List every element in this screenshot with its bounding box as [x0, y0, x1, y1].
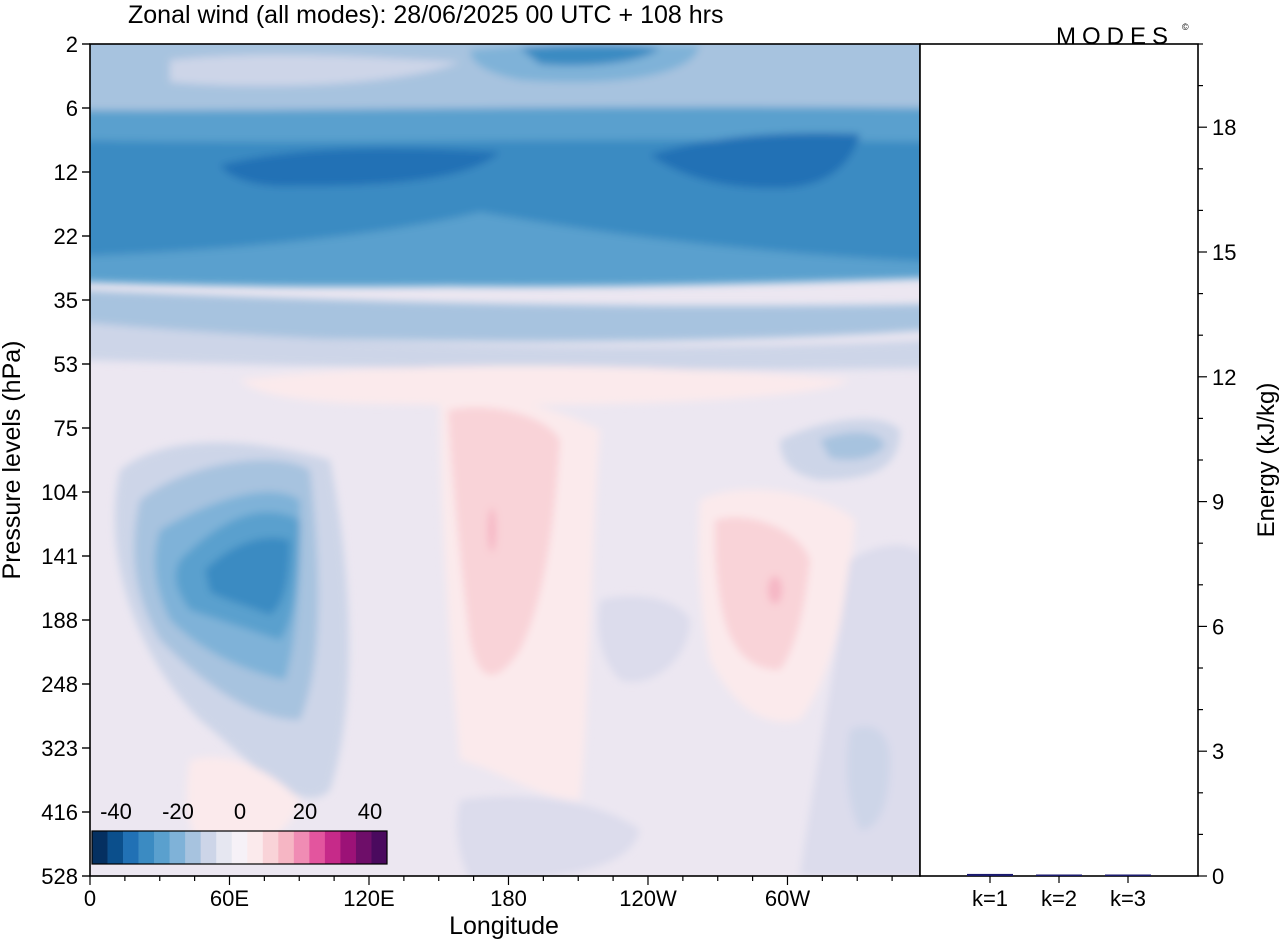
- pressure-tick-label: 53: [54, 352, 78, 377]
- energy-tick-label: 12: [1212, 365, 1236, 390]
- energy-tick-label: 0: [1212, 864, 1224, 889]
- colorbar-swatch: [92, 831, 108, 864]
- colorbar-label-3: 0: [234, 799, 246, 824]
- mode-tick-label: k=1: [972, 886, 1008, 911]
- longitude-tick-label: 180: [490, 886, 527, 911]
- colorbar-swatch: [324, 831, 341, 864]
- heatmap-panel: -40 -20 0 20 40 261222355375104141188248…: [0, 32, 921, 940]
- energy-tick-label: 6: [1212, 614, 1224, 639]
- pressure-tick-label: 248: [41, 672, 78, 697]
- colorbar-swatch: [309, 831, 326, 864]
- colorbar-swatch: [138, 831, 155, 864]
- mode-axis: k=1 k=2 k=3: [972, 876, 1146, 911]
- energy-axis-label: Energy (kJ/kg): [1253, 383, 1280, 538]
- y-axis-label: Pressure levels (hPa): [0, 341, 26, 580]
- colorbar-swatch: [200, 831, 217, 864]
- colorbar-swatch: [185, 831, 201, 864]
- energy-panel: 0 3 6 9 12 15 18 k=1 k=2 k=3 Energy (kJ/kg): [919, 43, 1280, 911]
- colorbar: -40 -20 0 20 40: [91, 799, 388, 865]
- heatmap-field: -40 -20 0 20 40: [90, 44, 920, 876]
- colorbar-swatch: [262, 831, 279, 864]
- energy-tick-label: 15: [1212, 240, 1236, 265]
- logo-mark: ©: [1182, 22, 1189, 32]
- colorbar-swatch: [231, 831, 248, 864]
- colorbar-swatch: [355, 831, 372, 864]
- pressure-tick-label: 12: [54, 160, 78, 185]
- colorbar-swatch: [371, 831, 388, 864]
- energy-tick-label: 3: [1212, 739, 1224, 764]
- energy-tick-label: 9: [1212, 490, 1224, 515]
- mode-tick-label: k=2: [1041, 886, 1077, 911]
- pressure-tick-label: 141: [41, 544, 78, 569]
- colorbar-label-1: -40: [100, 799, 132, 824]
- colorbar-swatch: [278, 831, 295, 864]
- colorbar-swatches: [92, 831, 388, 864]
- energy-axis: 0 3 6 9 12 15 18: [1198, 43, 1236, 889]
- pressure-tick-label: 35: [54, 288, 78, 313]
- pressure-tick-label: 104: [41, 480, 78, 505]
- colorbar-swatch: [169, 831, 186, 864]
- pressure-tick-label: 75: [54, 416, 78, 441]
- pressure-tick-label: 416: [41, 800, 78, 825]
- energy-bar: [1105, 874, 1151, 876]
- longitude-tick-label: 0: [84, 886, 96, 911]
- chart-title: Zonal wind (all modes): 28/06/2025 00 UT…: [128, 1, 723, 29]
- energy-bar: [967, 873, 1013, 876]
- pressure-tick-label: 22: [54, 224, 78, 249]
- colorbar-swatch: [123, 831, 139, 864]
- mode-tick-label: k=3: [1110, 886, 1146, 911]
- colorbar-label-4: 20: [293, 799, 317, 824]
- colorbar-swatch: [216, 831, 233, 864]
- longitude-tick-label: 120W: [619, 886, 677, 911]
- x-axis-label: Longitude: [449, 912, 559, 940]
- longitude-tick-label: 60E: [210, 886, 249, 911]
- colorbar-swatch: [293, 831, 310, 864]
- energy-tick-label: 18: [1212, 115, 1236, 140]
- colorbar-swatch: [107, 831, 124, 864]
- longitude-tick-label: 60W: [765, 886, 810, 911]
- pressure-tick-label: 2: [66, 32, 78, 57]
- longitude-tick-label: 120E: [343, 886, 394, 911]
- colorbar-swatch: [340, 831, 357, 864]
- colorbar-swatch: [247, 831, 264, 864]
- colorbar-label-5: 40: [358, 799, 382, 824]
- energy-frame: [919, 43, 1199, 877]
- colorbar-swatch: [154, 831, 170, 864]
- colorbar-label-2: -20: [162, 799, 194, 824]
- energy-bar: [1036, 874, 1082, 876]
- longitude-axis: 0 60E 120E 180 120W 60W: [84, 876, 893, 911]
- pressure-tick-label: 188: [41, 608, 78, 633]
- pressure-axis: 2 6 12 22 35 53 75 104 141 188 248 323 416 528: [41, 32, 90, 889]
- pressure-tick-label: 528: [41, 864, 78, 889]
- energy-bars: [967, 873, 1151, 876]
- pressure-tick-label: 323: [41, 736, 78, 761]
- pressure-tick-label: 6: [66, 96, 78, 121]
